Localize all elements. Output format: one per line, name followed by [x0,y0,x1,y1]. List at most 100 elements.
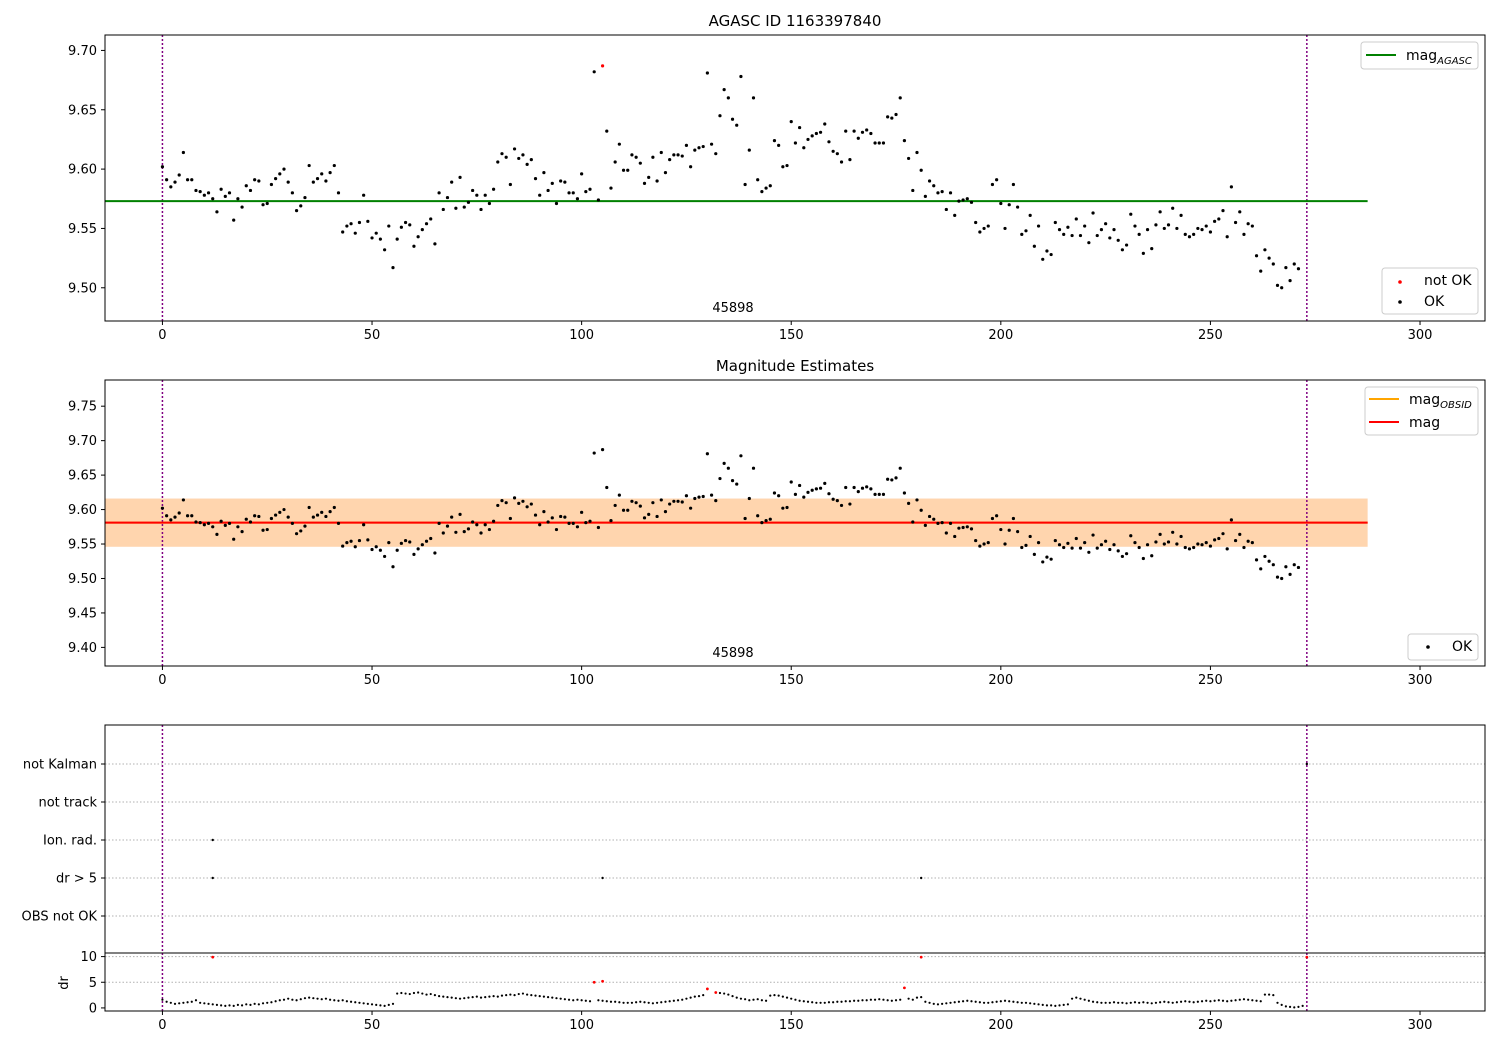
ok-point [961,198,965,202]
ok-legend-marker [1398,300,1402,304]
ok-point [764,186,768,190]
dr-point [425,993,428,996]
p3-category-label: dr > 5 [56,872,97,887]
ok-point-estimate [1095,546,1099,550]
ok-point [793,141,798,145]
ok-point [429,217,433,221]
dr-point [1263,993,1267,996]
ok-point-estimate [1066,541,1070,545]
ok-point-estimate [194,520,198,524]
dr-point [1075,996,1078,999]
ok-point-estimate [185,514,190,518]
panel2-legend-top: magOBSID mag [1364,386,1479,436]
dr-point [672,999,675,1002]
ok-point-estimate [1275,575,1280,579]
ok-point-estimate [546,520,550,524]
p1-xtick-label: 250 [1198,328,1223,343]
ok-point-estimate [1196,542,1200,546]
ok-point-estimate [1129,534,1133,538]
ok-point-estimate [173,515,177,519]
dr-point [454,997,457,1000]
ok-point [982,226,986,231]
ok-point [818,130,823,134]
ok-point-estimate [655,514,659,519]
dr-point [769,994,772,997]
dr-point [777,994,780,997]
ok-point [1003,226,1007,231]
dr-point [861,999,864,1002]
ok-point [1036,224,1041,228]
ok-point-estimate [1116,549,1120,553]
ok-point-estimate [395,548,399,552]
ok-point [169,185,173,189]
p3-category-label: Ion. rad. [43,834,97,849]
dr-point [1293,1006,1296,1009]
ok-point [1015,205,1020,209]
ok-point-estimate [269,516,274,521]
dr-point [899,998,902,1001]
dr-point [203,1002,206,1005]
ok-point-estimate [383,554,387,559]
ok-point-estimate [760,521,764,525]
ok-point [588,187,592,191]
dr-point [869,998,872,1001]
ok-point [1007,203,1011,207]
ok-point [198,190,202,194]
ok-point [1162,226,1166,231]
ok-point-estimate [1120,554,1124,559]
dr-point [882,998,885,1001]
ok-point-estimate [642,516,647,520]
ok-point [768,184,772,188]
dr-point [643,1001,646,1004]
dr-point [1125,1002,1128,1005]
ok-point [454,206,458,210]
ok-point [571,191,575,195]
ok-point-estimate [865,485,869,489]
ok-point-estimate [1124,552,1129,556]
ok-point-estimate [575,525,580,529]
ok-point [1020,232,1024,236]
ok-point-estimate [374,545,378,549]
ok-point-estimate [165,514,169,518]
dr-point [827,1001,831,1004]
ok-point [1221,209,1225,213]
ok-point-estimate [211,525,215,529]
p1-xtick-label: 200 [988,328,1013,343]
ok-point-estimate [1141,556,1145,561]
ok-point [810,134,814,138]
ok-point [538,193,542,197]
ok-point [990,182,995,187]
ok-point-estimate [1133,541,1137,545]
dr-point [840,1000,843,1003]
ok-point-estimate [471,520,475,524]
p4-xtick-label: 300 [1408,1018,1433,1033]
ok-point [705,71,709,75]
ok-point-estimate [500,499,504,503]
ok-point-estimate [1284,565,1288,569]
p2-ytick-label: 9.45 [68,606,97,621]
panel1-marks [105,35,1368,321]
ok-point-estimate [483,523,487,527]
ok-point [1011,182,1016,187]
ok-point [772,139,777,143]
dr-point [396,992,399,995]
ok-point [689,165,693,169]
p1-ytick-label: 9.70 [68,44,97,59]
ok-point [181,150,185,155]
ok-point-estimate [357,538,362,543]
ok-point-estimate [802,495,806,499]
ok-point-estimate [961,525,965,530]
ok-point-estimate [873,492,877,496]
mag-agasc-legend-main: mag [1406,48,1437,64]
dr-point [1016,1001,1019,1004]
panel2-title: Magnitude Estimates [716,357,874,375]
dr-point [261,1002,265,1005]
dr-point [404,992,407,995]
dr-point [697,995,701,998]
dr-point [790,997,793,1000]
dr-point [949,1001,952,1004]
ok-point [777,143,781,147]
ok-point-estimate [609,518,613,523]
ok-point [806,137,810,142]
ok-point-estimate [1104,539,1108,543]
